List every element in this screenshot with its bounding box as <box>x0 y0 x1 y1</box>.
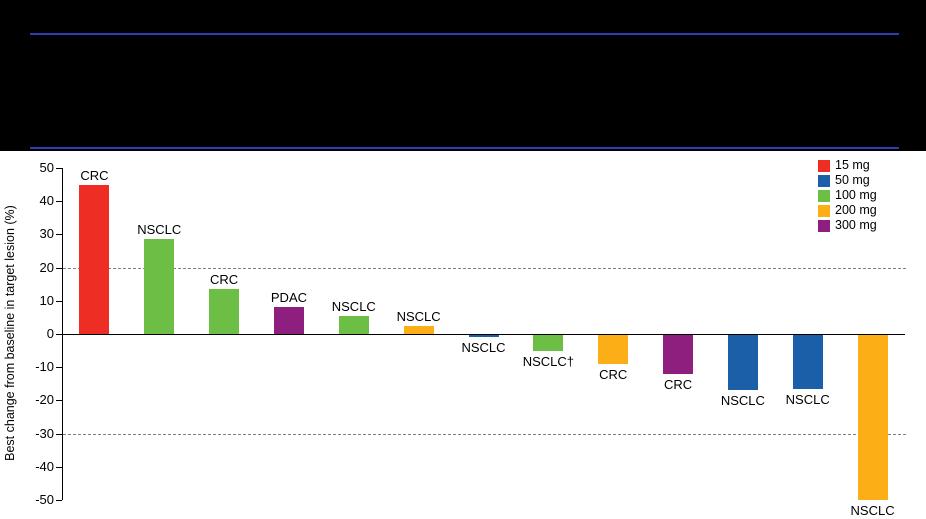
waterfall-bar <box>273 307 304 334</box>
legend-label: 100 mg <box>835 188 877 202</box>
bar-label: NSCLC <box>461 340 506 356</box>
waterfall-chart: Best change from baseline in target lesi… <box>0 151 926 519</box>
y-tick <box>56 201 62 203</box>
y-tick <box>56 300 62 302</box>
y-tick-label: -30 <box>35 425 54 441</box>
legend-item: 300 mg <box>818 218 877 233</box>
y-tick <box>56 367 62 369</box>
bar-label: NSCLC <box>785 391 830 407</box>
y-tick-label: 40 <box>39 193 54 209</box>
y-tick <box>56 168 62 169</box>
legend-item: 100 mg <box>818 188 877 203</box>
y-tick <box>56 267 62 269</box>
reference-line <box>63 267 906 269</box>
bar-label: NSCLC† <box>522 353 574 369</box>
bar-label: CRC <box>599 366 628 382</box>
waterfall-bar <box>598 334 629 364</box>
header-rule-top <box>30 33 899 35</box>
y-tick-label: 10 <box>39 292 54 308</box>
bar-label: NSCLC <box>331 298 376 314</box>
waterfall-bar <box>209 289 240 334</box>
bar-label: CRC <box>663 376 693 392</box>
bar-label: NSCLC <box>396 308 441 324</box>
legend-item: 15 mg <box>818 158 877 173</box>
bar-label: NSCLC <box>137 222 182 238</box>
waterfall-bar <box>79 184 110 334</box>
y-tick-label: -10 <box>35 359 54 375</box>
zero-baseline <box>62 334 905 335</box>
legend-label: 50 mg <box>835 173 870 187</box>
y-tick <box>56 433 62 435</box>
y-tick <box>56 500 62 501</box>
waterfall-bar <box>144 239 175 334</box>
waterfall-bar <box>857 334 888 500</box>
legend-swatch <box>818 174 830 187</box>
header-rule-bottom <box>30 147 899 149</box>
reference-line <box>63 433 906 435</box>
waterfall-bar <box>663 334 694 374</box>
y-tick <box>56 334 62 335</box>
legend-swatch <box>818 189 830 202</box>
waterfall-bar <box>792 334 823 389</box>
y-tick-label: 30 <box>39 226 54 242</box>
waterfall-bar <box>727 334 758 391</box>
legend-label: 200 mg <box>835 203 877 217</box>
legend-label: 15 mg <box>835 158 870 172</box>
legend-item: 50 mg <box>818 173 877 188</box>
bar-label: PDAC <box>270 290 308 306</box>
y-tick <box>56 466 62 468</box>
y-tick-label: -20 <box>35 392 54 408</box>
y-tick-label: -50 <box>35 492 54 507</box>
bar-label: CRC <box>80 167 109 183</box>
y-tick <box>56 234 62 236</box>
bar-label: NSCLC <box>850 503 895 518</box>
legend-swatch <box>818 219 830 232</box>
y-tick-label: -40 <box>35 458 54 474</box>
plot-area: 50 40 30 20 10 0 -10 -20 -30 -40 -50 CRC NSCLC CRC PDA… <box>0 151 926 519</box>
waterfall-bar <box>403 325 434 334</box>
legend-item: 200 mg <box>818 203 877 218</box>
legend-swatch <box>818 204 830 217</box>
y-tick <box>56 400 62 402</box>
waterfall-bar <box>338 315 369 334</box>
waterfall-bar <box>468 334 499 338</box>
y-tick-label: 50 <box>39 160 54 175</box>
y-tick-label: 0 <box>46 326 54 341</box>
bar-label: NSCLC <box>720 393 765 409</box>
waterfall-bar <box>533 334 564 351</box>
legend: 15 mg 50 mg 100 mg 200 mg 300 mg <box>818 158 877 233</box>
header-banner <box>0 0 926 151</box>
legend-swatch <box>818 159 830 172</box>
legend-label: 300 mg <box>835 218 877 232</box>
y-tick-label: 20 <box>39 259 54 275</box>
bar-label: CRC <box>210 272 239 288</box>
